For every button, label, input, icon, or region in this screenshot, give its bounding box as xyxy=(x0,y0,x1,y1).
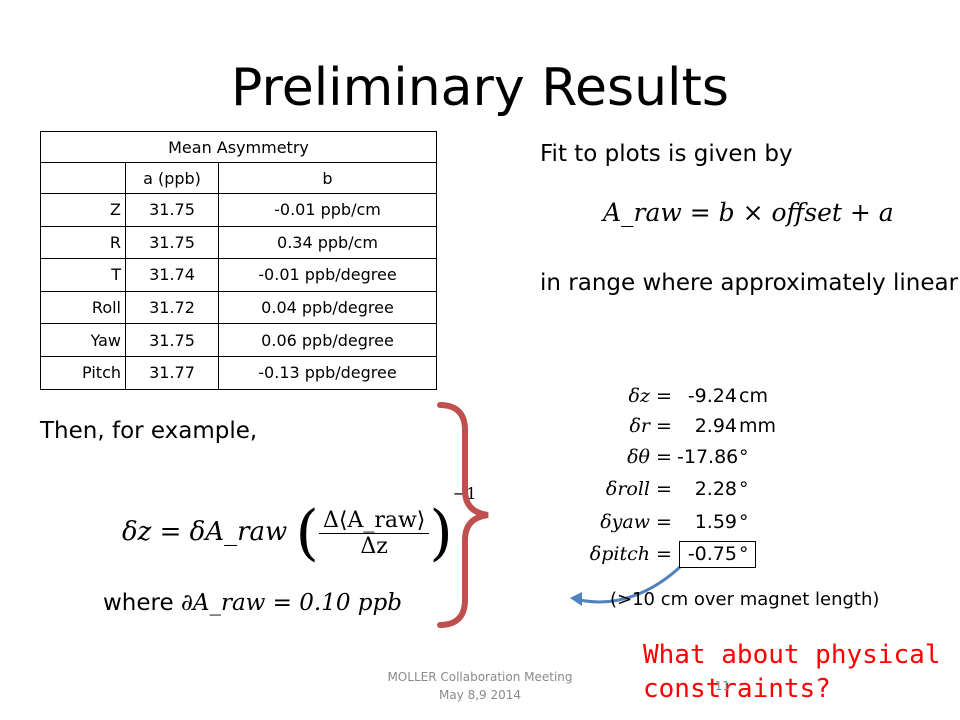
table-row: Roll 31.72 0.04 ppb/degree xyxy=(40,290,437,325)
table-cell: 31.77 xyxy=(125,355,219,390)
result-unit: ° xyxy=(739,446,749,468)
example-intro: Then, for example, xyxy=(40,418,258,444)
curly-brace-icon xyxy=(437,402,489,628)
slide-title: Preliminary Results xyxy=(231,58,729,118)
equation-lhs: δz = δA_raw xyxy=(122,517,288,547)
result-equals: = xyxy=(650,415,672,437)
result-row: δθ = -17.86 ° xyxy=(560,443,800,471)
table-cell: 0.34 ppb/cm xyxy=(218,225,437,260)
result-equals: = xyxy=(650,543,672,565)
result-unit: ° xyxy=(739,478,749,500)
table-cell: -0.01 ppb/degree xyxy=(218,258,437,292)
footer-text: MOLLER Collaboration Meeting May 8,9 201… xyxy=(373,668,587,704)
table-cell: Pitch xyxy=(40,355,126,390)
table-cell: -0.13 ppb/degree xyxy=(218,355,437,390)
right-paren: ) xyxy=(429,498,453,568)
page-number: 11 xyxy=(714,679,730,693)
left-paren: ( xyxy=(295,498,319,568)
result-value: -9.24 xyxy=(687,385,737,407)
result-value: 2.94 xyxy=(694,415,737,437)
fraction-denominator: Δz xyxy=(360,533,388,559)
table-row: Z 31.75 -0.01 ppb/cm xyxy=(40,193,437,227)
table-cell: R xyxy=(40,225,126,260)
table-cell: 31.74 xyxy=(125,258,219,292)
result-value: 1.59 xyxy=(694,511,737,533)
table-cell: 31.75 xyxy=(125,323,219,357)
example-equation: δz = δA_raw (Δ⟨A_raw⟩ Δz)−1 xyxy=(122,484,476,568)
table-cell: 31.75 xyxy=(125,225,219,260)
result-unit: cm xyxy=(739,385,768,407)
result-row: δroll = 2.28 ° xyxy=(560,475,800,503)
result-symbol: δr xyxy=(629,415,650,437)
fit-description: Fit to plots is given by xyxy=(540,141,793,167)
where-label: where xyxy=(103,590,174,616)
result-value: -0.75 xyxy=(687,543,737,565)
result-row: δyaw = 1.59 ° xyxy=(560,508,800,536)
result-row: δr = 2.94 mm xyxy=(560,412,800,440)
where-equation: ∂A_raw = 0.10 ppb xyxy=(180,590,402,616)
table-cell: -0.01 ppb/cm xyxy=(218,193,437,227)
result-equals: = xyxy=(650,478,672,500)
table-header-cell: b xyxy=(218,162,437,194)
result-equals: = xyxy=(650,385,672,407)
result-symbol: δz xyxy=(628,385,650,407)
table-row: Yaw 31.75 0.06 ppb/degree xyxy=(40,323,437,357)
table-cell: T xyxy=(40,258,126,292)
arrow-icon xyxy=(579,565,682,604)
table-row: Pitch 31.77 -0.13 ppb/degree xyxy=(40,355,437,390)
result-symbol: δpitch xyxy=(589,543,650,565)
table-cell: 0.06 ppb/degree xyxy=(218,323,437,357)
fraction-numerator: Δ⟨A_raw⟩ xyxy=(318,508,430,534)
highlight-box xyxy=(679,541,756,568)
table-header-cell xyxy=(40,162,126,194)
table-cell: 31.72 xyxy=(125,290,219,325)
physical-constraints-question: What about physical constraints? xyxy=(643,640,941,704)
result-unit: ° xyxy=(739,543,749,565)
table-cell: 0.04 ppb/degree xyxy=(218,290,437,325)
magnet-length-note: (>10 cm over magnet length) xyxy=(610,589,880,610)
result-symbol: δroll xyxy=(605,478,650,500)
table-caption: Mean Asymmetry xyxy=(40,131,437,163)
where-line: where ∂A_raw = 0.10 ppb xyxy=(103,590,402,616)
table-cell: 31.75 xyxy=(125,193,219,227)
arrowhead-icon xyxy=(570,592,582,606)
fraction: Δ⟨A_raw⟩ Δz xyxy=(318,508,430,559)
result-equals: = xyxy=(650,511,672,533)
result-value: -17.86 xyxy=(677,446,739,468)
result-row: δz = -9.24 cm xyxy=(560,382,800,410)
footer-line: May 8,9 2014 xyxy=(438,688,522,702)
range-description: in range where approximately linear xyxy=(540,270,959,296)
table-row: R 31.75 0.34 ppb/cm xyxy=(40,225,437,260)
result-symbol: δyaw xyxy=(600,511,650,533)
table-row: T 31.74 -0.01 ppb/degree xyxy=(40,258,437,292)
result-row: δpitch = -0.75 ° xyxy=(560,540,800,568)
result-symbol: δθ xyxy=(627,446,650,468)
result-equals: = xyxy=(650,446,672,468)
result-value: 2.28 xyxy=(694,478,737,500)
mean-asymmetry-table: Mean Asymmetry a (ppb) b Z 31.75 -0.01 p… xyxy=(40,131,437,390)
fit-equation: A_raw = b × offset + a xyxy=(603,198,894,227)
result-unit: mm xyxy=(739,415,777,437)
footer-line: MOLLER Collaboration Meeting xyxy=(387,670,573,684)
table-cell: Yaw xyxy=(40,323,126,357)
result-unit: ° xyxy=(739,511,749,533)
